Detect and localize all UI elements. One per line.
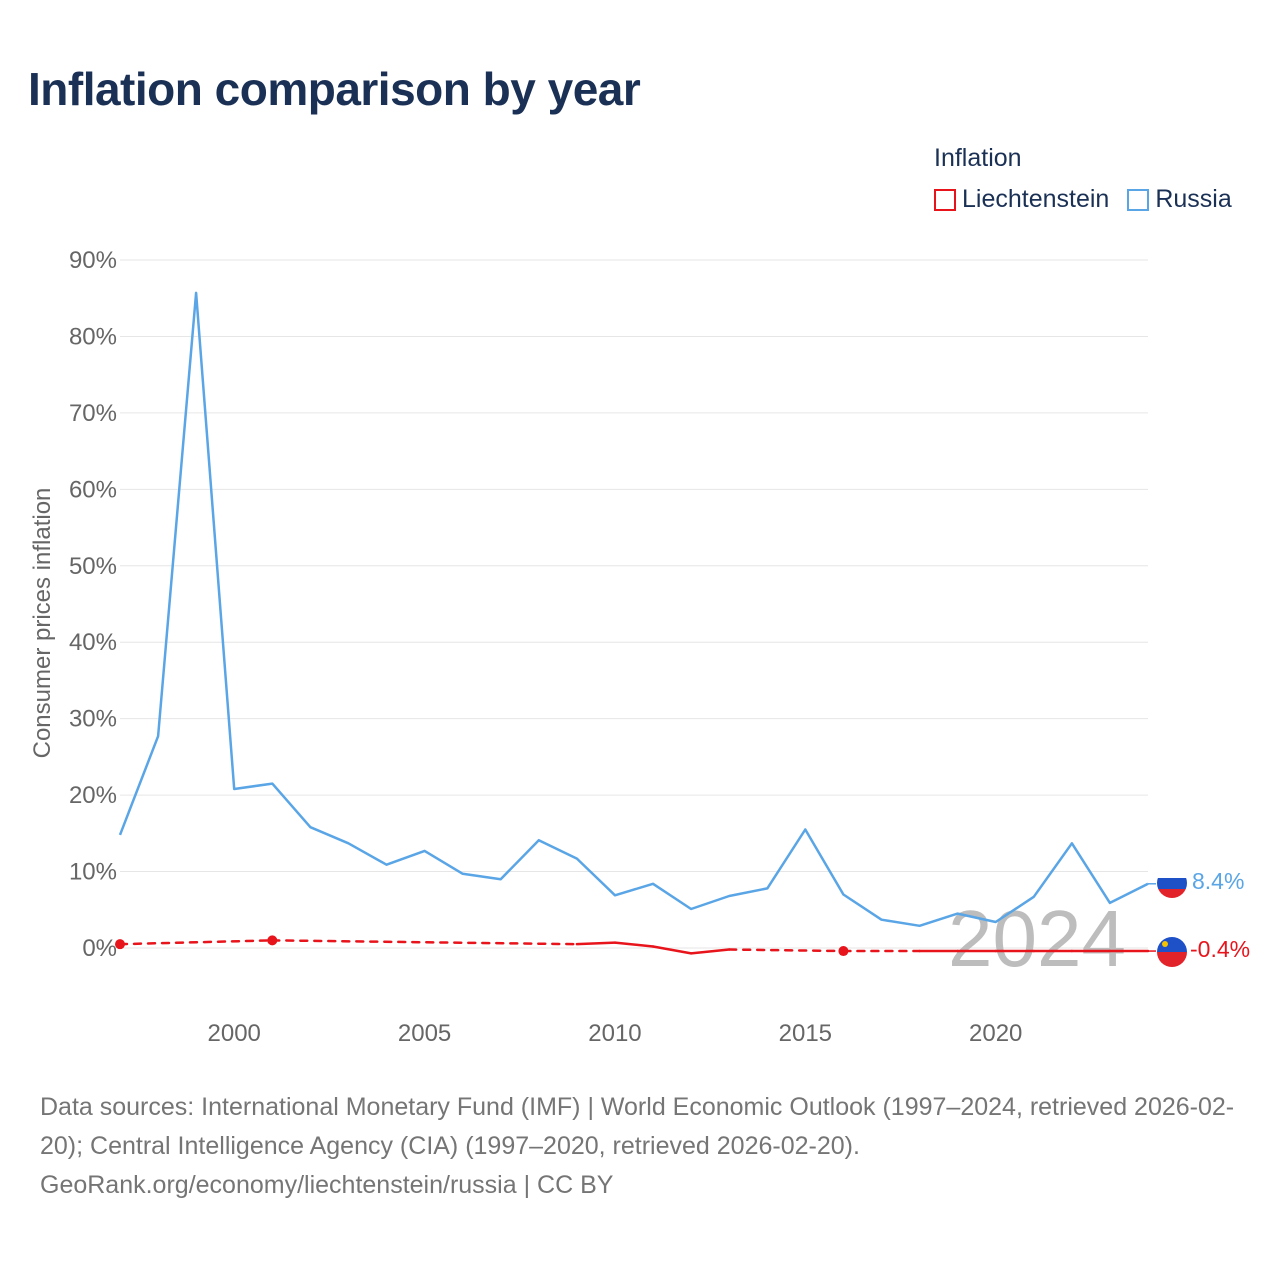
y-axis: 0% 10% 20% 30% 40% 50% 60% 70% 80% 90% xyxy=(69,247,117,962)
legend-swatch-liechtenstein xyxy=(934,188,956,211)
series-segment-liechtenstein[interactable] xyxy=(271,939,579,946)
y-axis-label: Consumer prices inflation xyxy=(29,488,56,759)
y-tick-label: 70% xyxy=(69,400,117,427)
inflation-line-chart: 0%10%20%30%40%50%60%70%80%90% 2000 2005 20… xyxy=(29,247,1250,1047)
x-tick-label: 2015 xyxy=(779,1020,832,1047)
x-tick-label: 2000 xyxy=(208,1020,261,1047)
series-segment-liechtenstein[interactable] xyxy=(613,941,655,948)
data-point-liechtenstein[interactable] xyxy=(267,935,278,946)
footer: Data sources: International Monetary Fun… xyxy=(40,1088,1250,1205)
end-label-russia: 8.4% xyxy=(1192,868,1244,894)
chart-title: Inflation comparison by year xyxy=(28,63,641,115)
legend-label-russia: Russia xyxy=(1155,185,1232,213)
y-tick-label: 20% xyxy=(69,782,117,809)
year-watermark: 2024 xyxy=(948,894,1126,983)
legend-item-russia[interactable]: Russia xyxy=(1127,185,1232,214)
data-point-liechtenstein[interactable] xyxy=(838,946,849,957)
x-tick-label: 2010 xyxy=(588,1020,641,1047)
y-tick-label: 0% xyxy=(82,935,117,962)
y-tick-label: 10% xyxy=(69,859,117,886)
y-tick-label: 50% xyxy=(69,553,117,580)
y-tick-label: 90% xyxy=(69,247,117,274)
y-tick-label: 40% xyxy=(69,629,117,656)
legend-label-liechtenstein: Liechtenstein xyxy=(962,185,1110,213)
data-point-liechtenstein[interactable] xyxy=(115,939,125,950)
y-tick-label: 30% xyxy=(69,706,117,733)
end-label-liechtenstein: -0.4% xyxy=(1190,936,1250,962)
liechtenstein-flag-icon xyxy=(1157,937,1187,967)
x-tick-label: 2005 xyxy=(398,1020,451,1047)
y-tick-label: 80% xyxy=(69,323,117,350)
russia-flag-icon xyxy=(1157,868,1187,898)
x-tick-label: 2020 xyxy=(969,1020,1022,1047)
legend-title: Inflation xyxy=(934,144,1022,172)
attribution: GeoRank.org/economy/liechtenstein/russia… xyxy=(40,1171,614,1199)
data-sources: Data sources: International Monetary Fun… xyxy=(40,1093,1235,1160)
y-tick-label: 60% xyxy=(69,476,117,503)
series-segment-liechtenstein[interactable] xyxy=(575,941,617,946)
legend: Liechtenstein Russia xyxy=(934,185,1250,214)
series-line-russia[interactable] xyxy=(118,291,1149,928)
series-segment-liechtenstein[interactable] xyxy=(118,939,274,946)
series-segment-liechtenstein[interactable] xyxy=(651,945,693,955)
legend-swatch-russia xyxy=(1127,188,1150,211)
series-segment-liechtenstein[interactable] xyxy=(727,948,845,953)
series xyxy=(115,291,1156,957)
series-segment-liechtenstein[interactable] xyxy=(689,948,731,955)
legend-item-liechtenstein[interactable]: Liechtenstein xyxy=(934,185,1109,214)
grid xyxy=(120,259,1148,949)
x-axis: 2000 2005 2010 2015 2020 xyxy=(208,1020,1023,1047)
